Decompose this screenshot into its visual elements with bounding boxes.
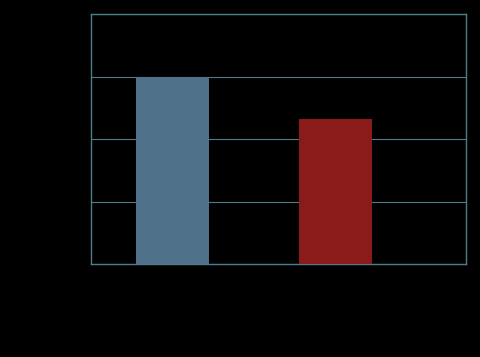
Bar bbox=[299, 119, 372, 264]
Bar bbox=[136, 77, 209, 264]
